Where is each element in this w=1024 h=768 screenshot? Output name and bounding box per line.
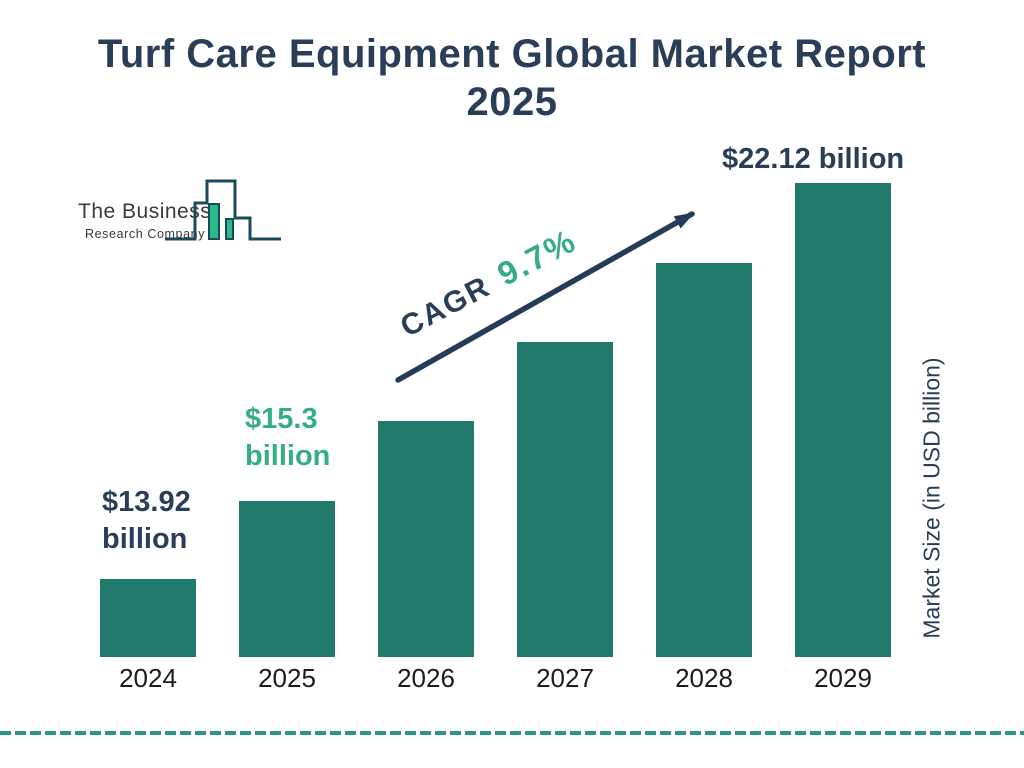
x-tick-2024: 2024 xyxy=(119,663,177,693)
value-label-2024: $13.92 billion xyxy=(102,484,191,558)
value-label-2024-line1: $13.92 xyxy=(102,486,191,518)
value-label-2029: $22.12 billion xyxy=(722,143,905,175)
logo-bars-icon xyxy=(165,179,281,241)
x-tick-2028: 2028 xyxy=(675,663,733,693)
x-tick-2027: 2027 xyxy=(536,663,594,693)
logo-text-primary: The Business xyxy=(78,200,212,223)
value-label-2025: $15.3 billion xyxy=(245,401,330,475)
dashed-divider xyxy=(0,731,1024,735)
bar-2029 xyxy=(795,183,891,657)
x-tick-2025: 2025 xyxy=(258,663,316,693)
value-label-2024-line2: billion xyxy=(102,523,188,555)
bar-2028 xyxy=(656,263,752,657)
x-tick-2029: 2029 xyxy=(814,663,872,693)
bar-2025 xyxy=(239,501,335,657)
page-title-line2: 2025 xyxy=(466,80,558,124)
bar-series xyxy=(100,183,891,657)
bar-2024 xyxy=(100,579,196,657)
cagr-arrow-icon xyxy=(395,211,695,383)
value-label-2025-line2: billion xyxy=(245,440,331,472)
y-axis-label: Market Size (in USD billion) xyxy=(918,357,945,639)
page-title-line1: Turf Care Equipment Global Market Report xyxy=(97,32,927,76)
x-tick-2026: 2026 xyxy=(397,663,455,693)
bar-2027 xyxy=(517,342,613,657)
x-axis-labels: 2024 2025 2026 2027 2028 2029 xyxy=(100,663,891,694)
company-logo: The Business Research Company xyxy=(78,179,290,248)
value-label-2025-line1: $15.3 xyxy=(245,403,318,435)
bar-2026 xyxy=(378,421,474,657)
page-title: Turf Care Equipment Global Market Report… xyxy=(0,30,1024,126)
